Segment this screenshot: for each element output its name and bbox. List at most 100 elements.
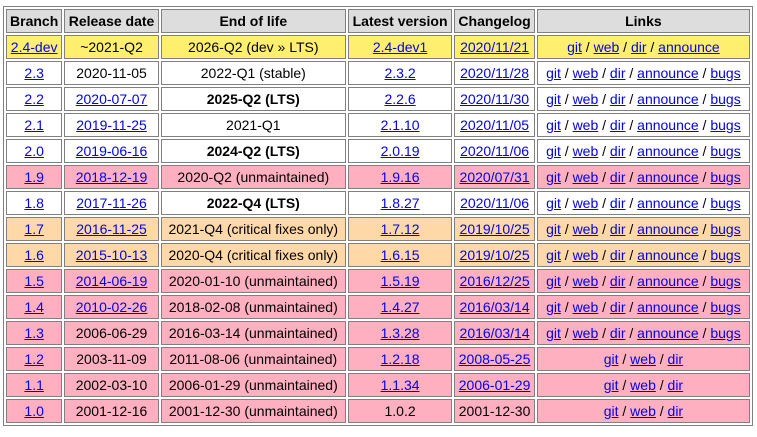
changelog-cell-link[interactable]: 2016/03/14 [459,299,530,315]
latest-version-cell-link[interactable]: 1.6.15 [380,247,420,263]
latest-version-cell-link[interactable]: 2.2.6 [384,91,416,107]
git-link[interactable]: git [546,247,561,263]
branch-cell-link[interactable]: 1.9 [24,169,44,185]
bugs-link[interactable]: bugs [710,143,741,159]
git-link[interactable]: git [546,91,561,107]
git-link[interactable]: git [546,65,561,81]
latest-version-cell-link[interactable]: 1.5.19 [380,273,420,289]
web-link[interactable]: web [572,65,599,81]
dir-link[interactable]: dir [609,169,626,185]
announce-link[interactable]: announce [637,221,699,237]
announce-link[interactable]: announce [658,39,720,55]
changelog-cell-link[interactable]: 2020/11/06 [460,195,530,211]
latest-version-cell-link[interactable]: 1.8.27 [380,195,420,211]
release-date-cell-link[interactable]: 2016-11-25 [76,221,147,237]
announce-link[interactable]: announce [637,169,699,185]
branch-cell-link[interactable]: 1.7 [24,221,44,237]
bugs-link[interactable]: bugs [710,65,741,81]
dir-link[interactable]: dir [630,39,647,55]
bugs-link[interactable]: bugs [710,221,741,237]
branch-cell-link[interactable]: 1.2 [24,351,44,367]
web-link[interactable]: web [572,91,599,107]
web-link[interactable]: web [572,117,599,133]
bugs-link[interactable]: bugs [710,91,741,107]
dir-link[interactable]: dir [609,65,626,81]
bugs-link[interactable]: bugs [710,325,741,341]
changelog-cell-link[interactable]: 2019/10/25 [459,221,530,237]
changelog-cell-link[interactable]: 2016/03/14 [459,325,530,341]
branch-cell-link[interactable]: 1.4 [24,299,44,315]
latest-version-cell-link[interactable]: 1.1.34 [380,377,420,393]
changelog-cell-link[interactable]: 2020/11/05 [460,117,530,133]
announce-link[interactable]: announce [637,273,699,289]
latest-version-cell-link[interactable]: 2.3.2 [384,65,416,81]
dir-link[interactable]: dir [609,91,626,107]
release-date-cell-link[interactable]: 2020-07-07 [75,91,148,107]
announce-link[interactable]: announce [637,65,699,81]
dir-link[interactable]: dir [609,299,626,315]
changelog-cell-link[interactable]: 2020/11/06 [460,143,530,159]
dir-link[interactable]: dir [609,247,626,263]
branch-cell-link[interactable]: 1.1 [24,377,44,393]
dir-link[interactable]: dir [609,117,626,133]
announce-link[interactable]: announce [637,143,699,159]
web-link[interactable]: web [630,377,656,393]
web-link[interactable]: web [593,39,620,55]
latest-version-cell-link[interactable]: 2.0.19 [380,143,420,159]
changelog-cell-link[interactable]: 2016/12/25 [459,273,530,289]
announce-link[interactable]: announce [637,247,699,263]
release-date-cell-link[interactable]: 2019-06-16 [75,143,148,159]
git-link[interactable]: git [546,169,561,185]
changelog-cell-link[interactable]: 2020/07/31 [459,169,530,185]
git-link[interactable]: git [546,299,561,315]
git-link[interactable]: git [546,325,561,341]
dir-link[interactable]: dir [667,403,684,419]
branch-cell-link[interactable]: 1.0 [24,403,44,419]
changelog-cell-link[interactable]: 2019/10/25 [459,247,530,263]
web-link[interactable]: web [572,325,599,341]
changelog-cell-link[interactable]: 2020/11/28 [460,65,530,81]
dir-link[interactable]: dir [609,325,626,341]
web-link[interactable]: web [572,169,599,185]
git-link[interactable]: git [546,195,561,211]
dir-link[interactable]: dir [609,273,626,289]
announce-link[interactable]: announce [637,91,699,107]
branch-cell-link[interactable]: 2.3 [24,65,44,81]
announce-link[interactable]: announce [637,325,699,341]
changelog-cell-link[interactable]: 2020/11/21 [460,39,530,55]
bugs-link[interactable]: bugs [710,273,741,289]
announce-link[interactable]: announce [637,299,699,315]
git-link[interactable]: git [546,143,561,159]
web-link[interactable]: web [572,195,599,211]
release-date-cell-link[interactable]: 2017-11-26 [76,195,147,211]
git-link[interactable]: git [603,351,619,367]
latest-version-cell-link[interactable]: 2.4-dev1 [372,39,428,55]
branch-cell-link[interactable]: 2.2 [24,91,44,107]
web-link[interactable]: web [572,247,599,263]
web-link[interactable]: web [572,299,599,315]
git-link[interactable]: git [546,117,561,133]
latest-version-cell-link[interactable]: 1.4.27 [380,299,420,315]
web-link[interactable]: web [630,351,656,367]
bugs-link[interactable]: bugs [710,169,741,185]
bugs-link[interactable]: bugs [710,247,741,263]
latest-version-cell-link[interactable]: 1.3.28 [380,325,420,341]
branch-cell-link[interactable]: 2.4-dev [10,39,58,55]
release-date-cell-link[interactable]: 2019-11-25 [76,117,147,133]
changelog-cell-link[interactable]: 2020/11/30 [460,91,530,107]
branch-cell-link[interactable]: 2.1 [24,117,44,133]
announce-link[interactable]: announce [637,117,699,133]
dir-link[interactable]: dir [609,195,626,211]
bugs-link[interactable]: bugs [710,195,741,211]
dir-link[interactable]: dir [667,351,684,367]
dir-link[interactable]: dir [609,221,626,237]
web-link[interactable]: web [572,143,599,159]
announce-link[interactable]: announce [637,195,699,211]
web-link[interactable]: web [630,403,656,419]
dir-link[interactable]: dir [609,143,626,159]
git-link[interactable]: git [546,221,561,237]
release-date-cell-link[interactable]: 2018-12-19 [75,169,148,185]
web-link[interactable]: web [572,273,599,289]
changelog-cell-link[interactable]: 2006-01-29 [458,377,531,393]
release-date-cell-link[interactable]: 2014-06-19 [75,273,148,289]
